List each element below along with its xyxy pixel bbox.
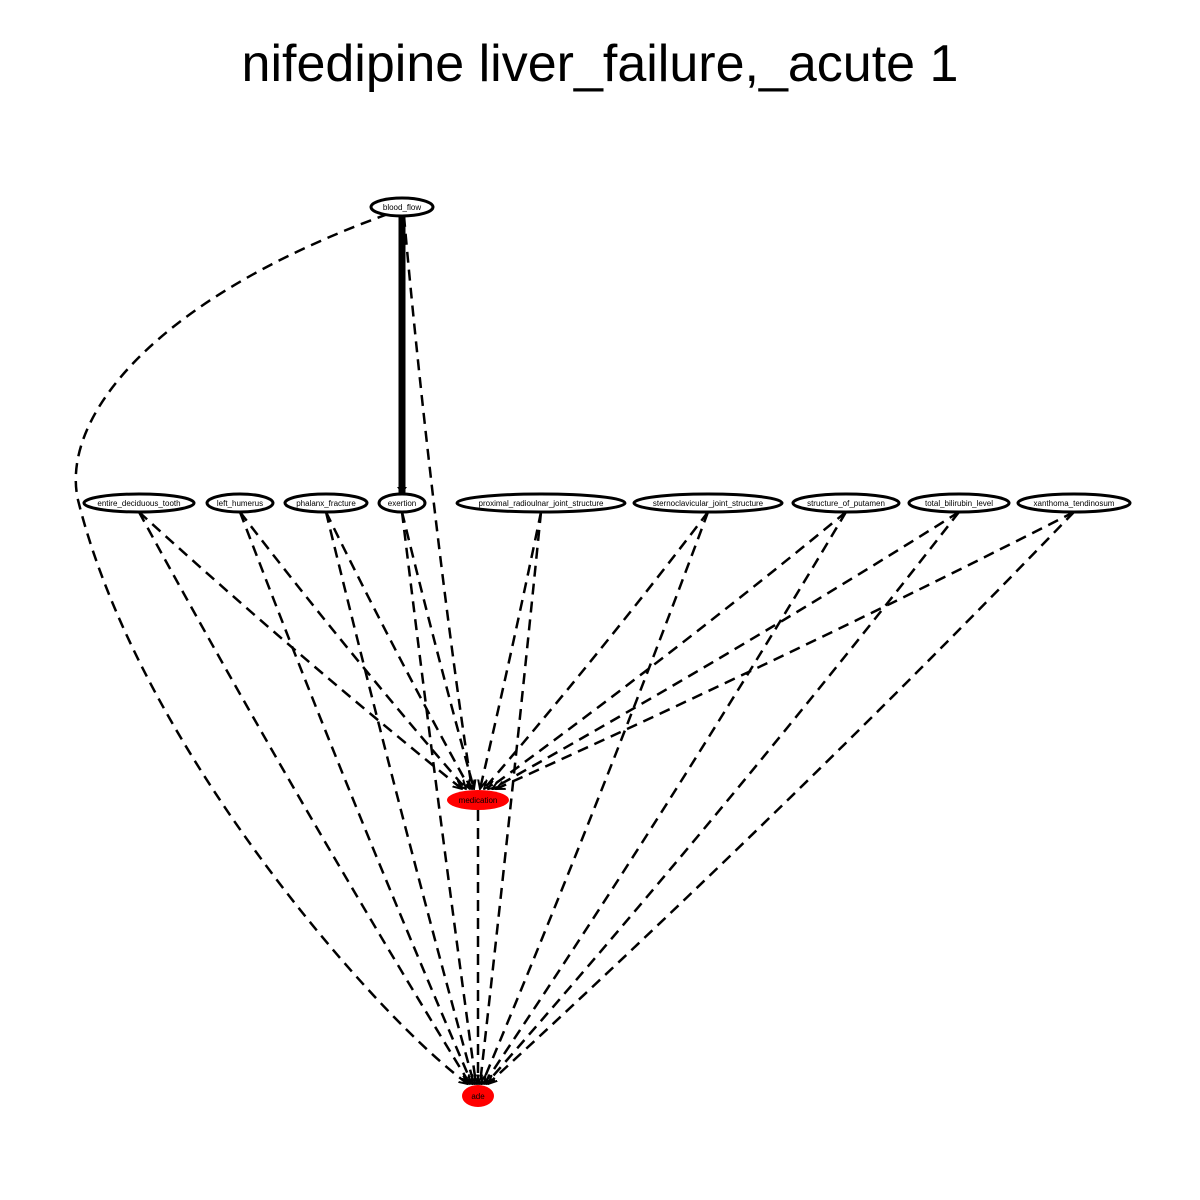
edges-layer (74, 212, 1075, 1084)
edge-entire_deciduous_tooth-to-ade (137, 511, 470, 1084)
node-medication-label: medication (459, 796, 498, 805)
node-left_humerus-label: left_humerus (217, 499, 263, 508)
edge-structure_of_putamen-to-ade (484, 511, 848, 1084)
node-xanthoma_tendinosum-shape (1016, 492, 1132, 514)
diagram-title: nifedipine liver_failure,_acute 1 (241, 35, 959, 93)
node-left_humerus: left_humerus (205, 492, 275, 514)
node-blood_flow-shape (369, 196, 435, 218)
edge-structure_of_putamen-to-medication (488, 511, 847, 789)
edge-total_bilirubin_level-to-medication (492, 510, 960, 789)
edge-entire_deciduous_tooth-to-medication (138, 511, 462, 789)
node-structure_of_putamen: structure_of_putamen (791, 492, 901, 514)
edge-blood_flow-to-ade (74, 212, 468, 1084)
nodes-layer: blood_flow entire_deciduous_tooth left_hum… (82, 196, 1132, 1107)
node-exertion-label: exertion (388, 499, 416, 508)
edge-sternoclavicular_joint_structure-to-medication (484, 511, 709, 789)
edge-left_humerus-to-medication (239, 511, 466, 789)
node-left_humerus-shape (205, 492, 275, 514)
node-proximal_radioulnar_joint_structure-label: proximal_radioulnar_joint_structure (479, 499, 605, 508)
node-entire_deciduous_tooth-shape (82, 492, 196, 514)
edge-blood_flow-to-medication (402, 215, 472, 789)
node-structure_of_putamen-shape (791, 492, 901, 514)
node-exertion-shape (377, 492, 427, 514)
node-blood_flow-label: blood_flow (383, 203, 421, 212)
edge-proximal_radioulnar_joint_structure-to-medication (480, 511, 543, 789)
edge-phalanx_fracture-to-ade (324, 511, 474, 1084)
node-total_bilirubin_level-shape (907, 492, 1011, 514)
node-total_bilirubin_level-label: total_bilirubin_level (925, 499, 993, 508)
node-ade-label: ade (471, 1092, 485, 1101)
node-blood_flow: blood_flow (369, 196, 435, 218)
node-medication-shape (447, 790, 509, 810)
edge-xanthoma_tendinosum-to-medication (496, 510, 1075, 791)
node-phalanx_fracture-label: phalanx_fracture (296, 499, 356, 508)
node-xanthoma_tendinosum-label: xanthoma_tendinosum (1034, 499, 1115, 508)
node-phalanx_fracture-shape (283, 492, 369, 514)
edge-exertion-to-medication (400, 511, 474, 789)
node-sternoclavicular_joint_structure-label: sternoclavicular_joint_structure (653, 499, 764, 508)
edge-exertion-to-ade (400, 511, 476, 1084)
node-total_bilirubin_level: total_bilirubin_level (907, 492, 1011, 514)
node-sternoclavicular_joint_structure-shape (632, 492, 784, 514)
node-proximal_radioulnar_joint_structure-shape (455, 492, 627, 514)
node-exertion: exertion (377, 492, 427, 514)
node-sternoclavicular_joint_structure: sternoclavicular_joint_structure (632, 492, 784, 514)
edge-proximal_radioulnar_joint_structure-to-ade (480, 511, 543, 1084)
node-ade-shape (462, 1085, 494, 1107)
node-xanthoma_tendinosum: xanthoma_tendinosum (1016, 492, 1132, 514)
edge-xanthoma_tendinosum-to-ade (488, 511, 1075, 1084)
edge-phalanx_fracture-to-medication (324, 511, 470, 789)
edge-total_bilirubin_level-to-ade (486, 511, 960, 1084)
edge-sternoclavicular_joint_structure-to-ade (482, 511, 710, 1084)
node-entire_deciduous_tooth: entire_deciduous_tooth (82, 492, 196, 514)
node-entire_deciduous_tooth-label: entire_deciduous_tooth (97, 499, 180, 508)
edge-left_humerus-to-ade (238, 511, 474, 1084)
node-phalanx_fracture: phalanx_fracture (283, 492, 369, 514)
node-ade: ade (462, 1085, 494, 1107)
node-proximal_radioulnar_joint_structure: proximal_radioulnar_joint_structure (455, 492, 627, 514)
node-medication: medication (447, 790, 509, 810)
node-structure_of_putamen-label: structure_of_putamen (807, 499, 885, 508)
